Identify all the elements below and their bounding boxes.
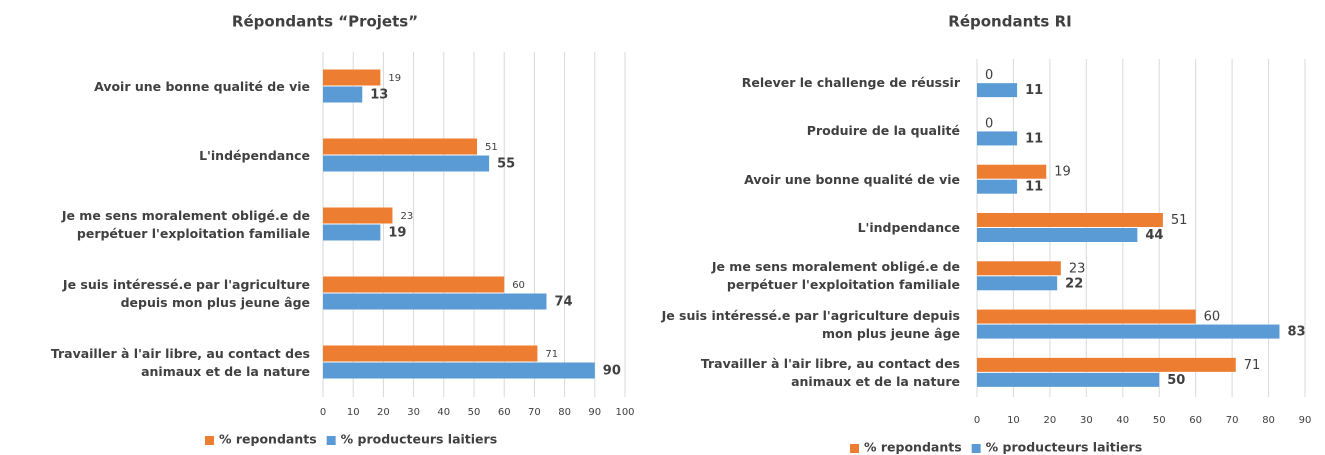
data-label: 11: [1025, 131, 1043, 146]
x-tick-label: 60: [1189, 415, 1202, 426]
data-label: 50: [1167, 373, 1185, 388]
x-tick-label: 40: [437, 407, 450, 418]
y-tick-label: Avoir une bonne qualité de vie: [94, 78, 310, 94]
data-label: 44: [1145, 228, 1163, 243]
x-tick-label: 30: [407, 407, 420, 418]
chart-title: Répondants “Projets”: [232, 13, 418, 31]
data-label: 51: [1171, 213, 1188, 228]
bar: [977, 276, 1058, 291]
bar: [977, 357, 1236, 372]
x-tick-label: 40: [1116, 415, 1129, 426]
data-label: 23: [400, 211, 413, 222]
bar: [977, 83, 1018, 98]
bar: [323, 207, 393, 224]
x-tick-label: 0: [974, 415, 980, 426]
data-label: 51: [485, 142, 498, 153]
y-tick-label: Avoir une bonne qualité de vie: [744, 171, 960, 187]
data-label: 60: [1204, 310, 1221, 325]
y-tick-label: Relever le challenge de réussir: [741, 75, 960, 91]
x-tick-label: 10: [347, 407, 360, 418]
data-label: 13: [370, 88, 388, 103]
bar: [323, 362, 595, 379]
bar: [323, 138, 478, 155]
legend-swatch: [850, 444, 859, 453]
bar: [323, 69, 381, 86]
x-tick-label: 100: [615, 407, 634, 418]
x-tick-label: 90: [588, 407, 601, 418]
data-label: 55: [497, 157, 515, 172]
data-label: 19: [388, 226, 406, 241]
x-tick-label: 80: [558, 407, 571, 418]
bar: [977, 179, 1018, 194]
data-label: 71: [545, 349, 558, 360]
legend-swatch: [205, 436, 214, 445]
data-label: 22: [1065, 276, 1083, 291]
data-label: 0: [985, 116, 993, 131]
legend-label: % repondants: [864, 440, 962, 455]
y-tick-label: L'indépendance: [199, 147, 310, 163]
x-tick-label: 50: [468, 407, 481, 418]
data-label: 11: [1025, 83, 1043, 98]
x-tick-label: 0: [320, 407, 326, 418]
x-tick-label: 70: [1226, 415, 1239, 426]
legend-label: % producteurs laitiers: [341, 432, 498, 447]
y-tick-label: Je me sens moralement obligé.e de perpét…: [711, 259, 960, 293]
y-tick-label: Je me sens moralement obligé.e de perpét…: [61, 207, 310, 241]
bar: [977, 213, 1163, 227]
x-tick-label: 20: [1044, 415, 1057, 426]
bar: [323, 276, 505, 293]
data-label: 23: [1069, 261, 1086, 276]
x-tick-label: 60: [498, 407, 511, 418]
x-tick-label: 30: [1080, 415, 1093, 426]
y-tick-label: Je suis intéressé.e par l'agriculture de…: [62, 276, 310, 310]
y-tick-label: Produire de la qualité: [806, 123, 960, 139]
bar: [977, 164, 1047, 179]
x-tick-label: 90: [1299, 415, 1312, 426]
data-label: 83: [1287, 325, 1305, 340]
data-label: 71: [1244, 358, 1261, 373]
y-tick-label: L'indpendance: [857, 219, 960, 235]
y-tick-label: Travailler à l'air libre, au contact des…: [700, 355, 960, 389]
data-label: 74: [554, 295, 572, 310]
chart-title: Répondants RI: [948, 13, 1071, 31]
legend-label: % producteurs laitiers: [986, 440, 1143, 455]
data-label: 19: [388, 73, 401, 84]
y-tick-label: Travailler à l'air libre, au contact des…: [50, 345, 310, 379]
data-label: 0: [985, 68, 993, 83]
x-tick-label: 70: [528, 407, 541, 418]
data-label: 11: [1025, 180, 1043, 195]
bar: [323, 345, 538, 362]
x-tick-label: 50: [1153, 415, 1166, 426]
bar: [323, 293, 547, 310]
bar: [977, 324, 1280, 339]
data-label: 90: [603, 364, 621, 379]
data-label: 19: [1054, 165, 1071, 180]
bar: [323, 224, 381, 241]
legend-label: % repondants: [219, 432, 317, 447]
legend-swatch: [971, 444, 981, 453]
x-tick-label: 80: [1262, 415, 1275, 426]
bar: [977, 261, 1061, 276]
x-tick-label: 10: [1007, 415, 1020, 426]
legend-swatch: [326, 436, 336, 445]
bar: [977, 131, 1018, 146]
data-label: 60: [512, 280, 525, 291]
bar: [323, 86, 363, 103]
bar: [977, 228, 1138, 242]
y-tick-label: Je suis intéressé.e par l'agriculture de…: [661, 307, 960, 341]
x-tick-label: 20: [377, 407, 390, 418]
bar: [323, 155, 490, 172]
bar: [977, 372, 1160, 387]
bar: [977, 309, 1196, 324]
